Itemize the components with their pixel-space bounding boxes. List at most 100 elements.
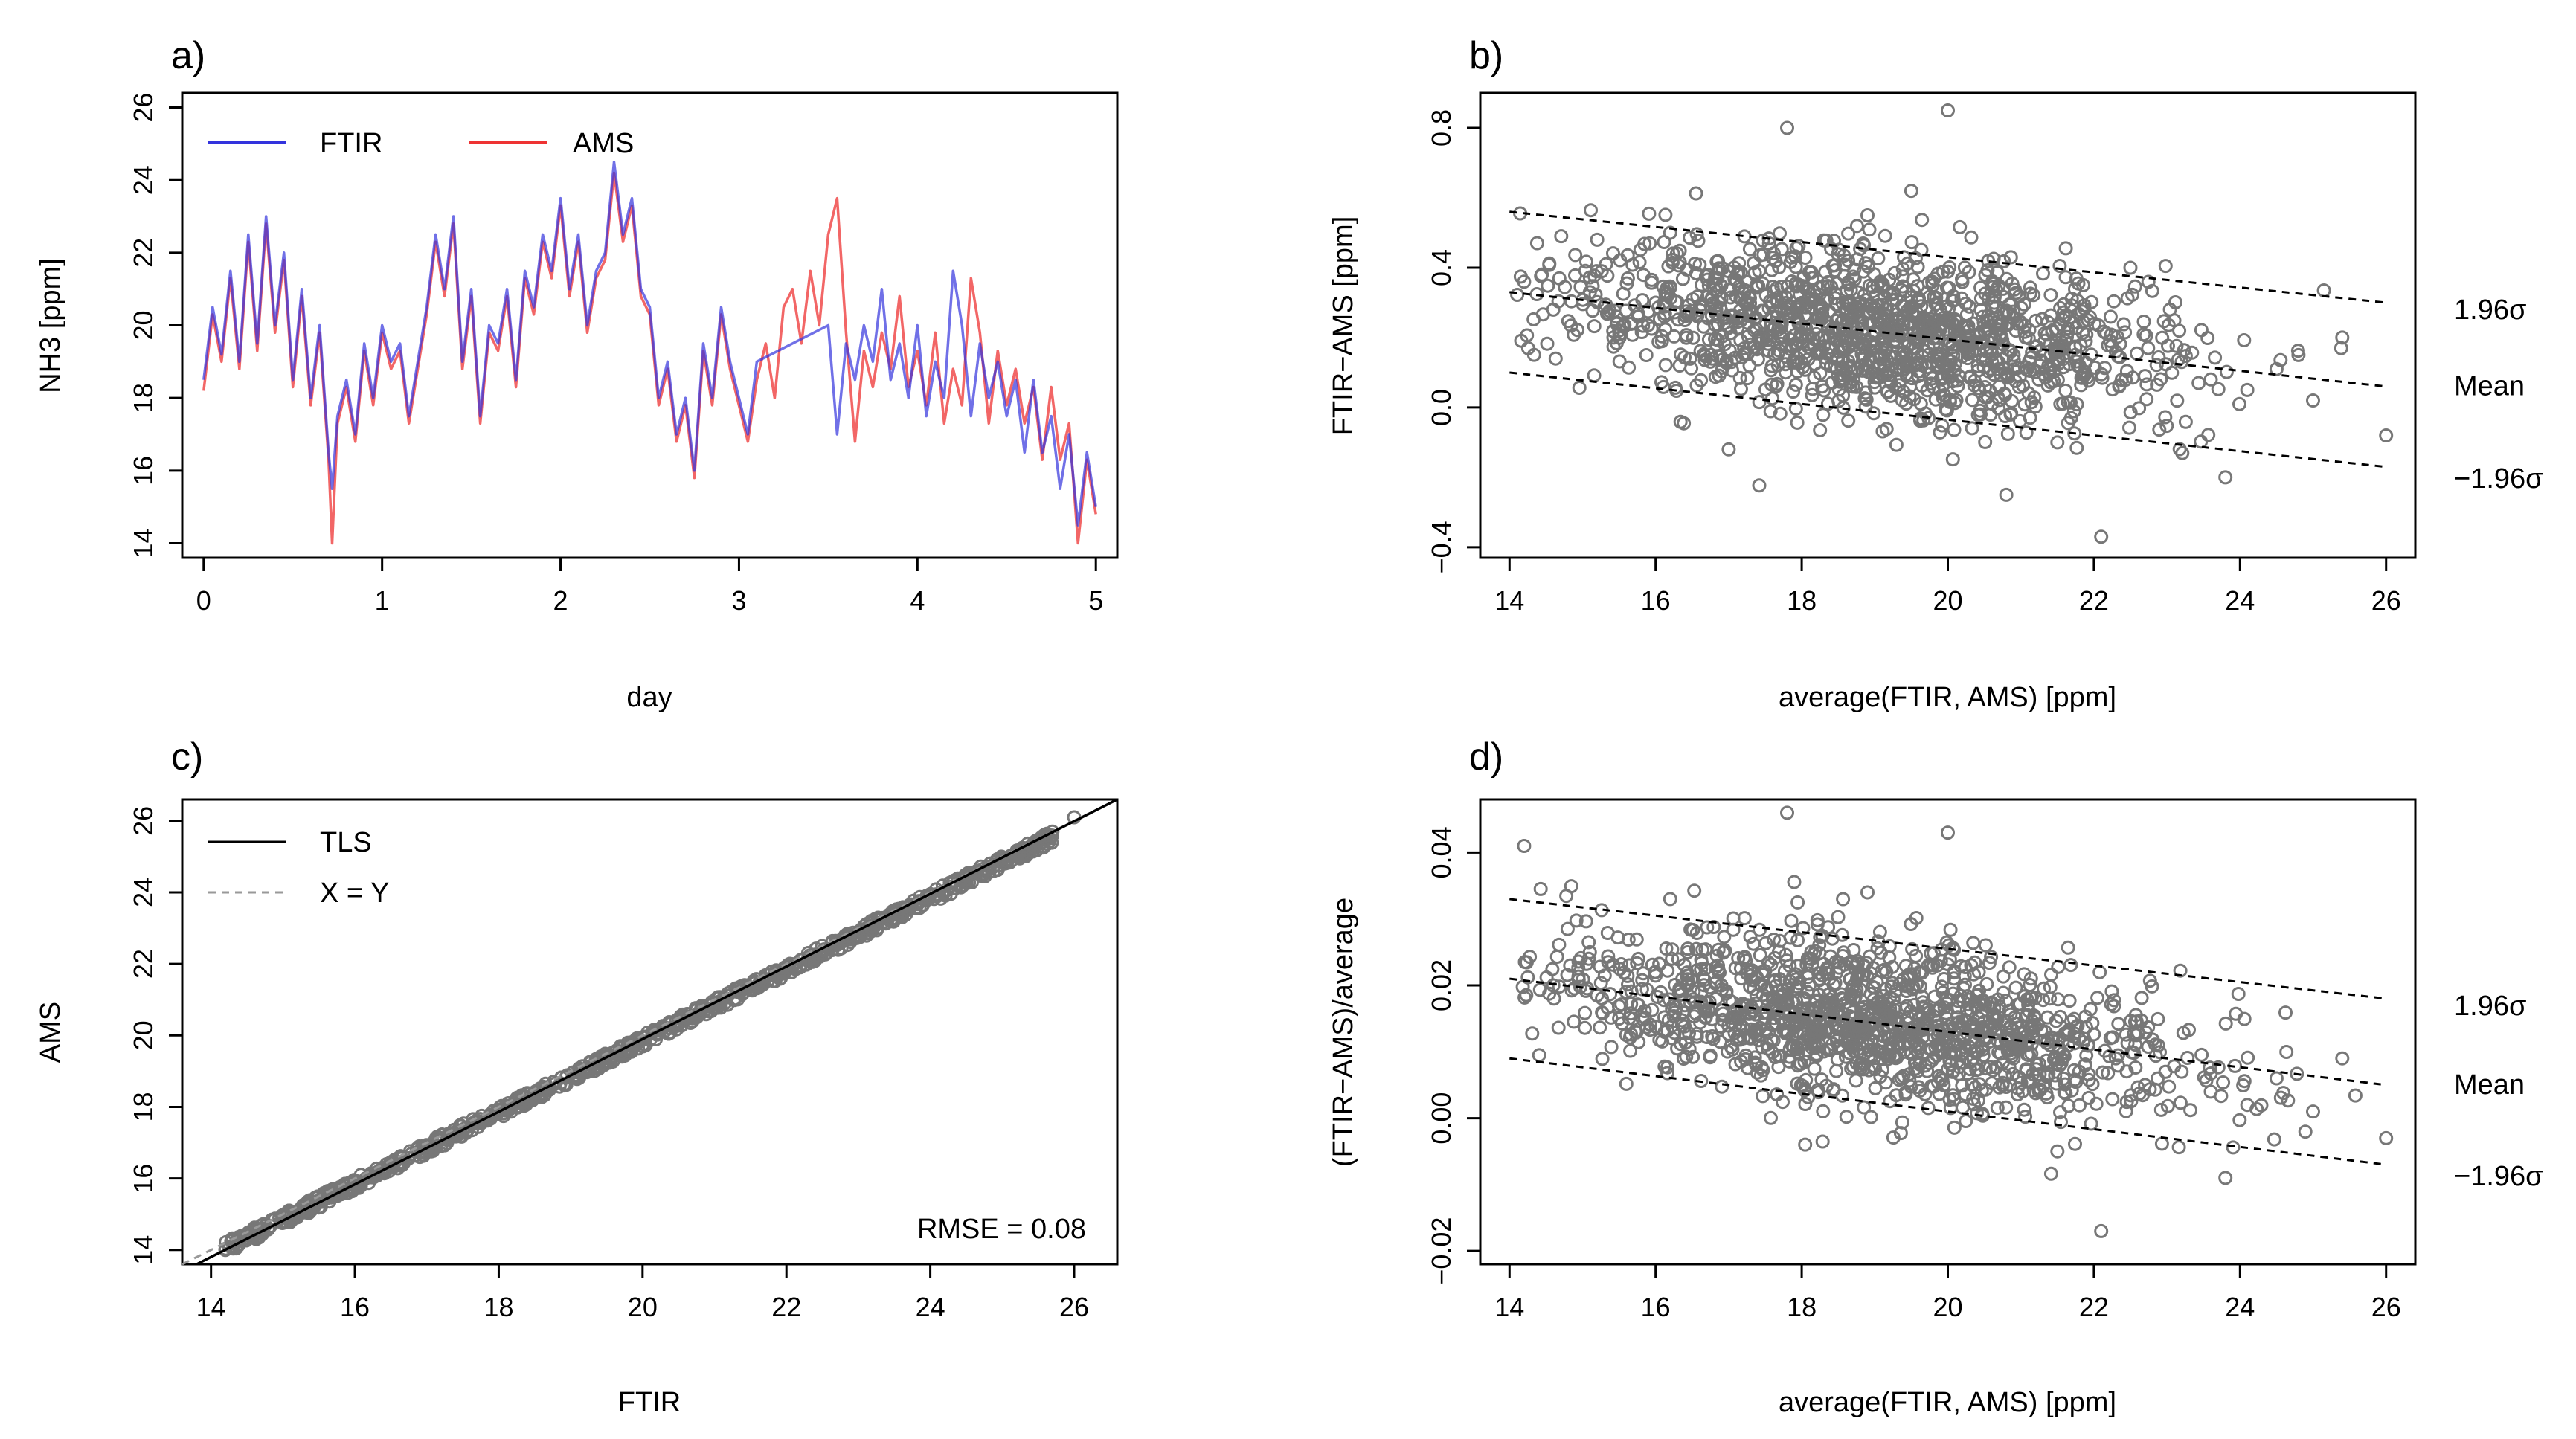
data-point xyxy=(1654,985,1668,999)
panel-c-plot-area xyxy=(181,798,1119,1266)
data-point xyxy=(1606,246,1620,261)
data-point xyxy=(2267,1132,2281,1147)
data-point xyxy=(2236,1078,2251,1092)
data-point xyxy=(1576,297,1590,312)
data-point xyxy=(2072,1064,2087,1079)
data-point xyxy=(2084,294,2099,309)
data-point xyxy=(2335,1051,2350,1066)
data-point xyxy=(2104,997,2119,1011)
data-point xyxy=(2043,288,2058,303)
data-point xyxy=(1859,956,1874,970)
data-point xyxy=(1715,1003,1729,1018)
data-point xyxy=(218,1243,233,1258)
data-point xyxy=(1724,290,1738,305)
data-point xyxy=(1542,257,1557,272)
data-point xyxy=(1567,327,1581,342)
data-point xyxy=(1517,955,1532,969)
data-point xyxy=(2152,422,2167,437)
data-point xyxy=(1941,938,1956,953)
data-point xyxy=(1959,337,1973,352)
data-point xyxy=(2043,991,2058,1006)
data-point xyxy=(1835,927,1849,942)
data-point xyxy=(1645,1002,1660,1017)
data-point xyxy=(1587,368,1602,383)
data-point xyxy=(1936,972,1951,986)
data-point xyxy=(1520,328,1535,343)
data-point xyxy=(2049,1014,2063,1028)
panel-a-label: a) xyxy=(171,34,205,77)
data-point xyxy=(1863,987,1878,1001)
panel-a-y-ticks: 14 16 18 20 22 24 26 xyxy=(128,93,182,558)
data-point xyxy=(1910,1044,1925,1059)
data-point xyxy=(1708,370,1723,384)
data-point xyxy=(1666,246,1680,261)
data-point xyxy=(1982,956,1997,970)
x-tick-label: 20 xyxy=(628,1292,658,1322)
data-point xyxy=(1710,265,1725,280)
x-tick-label: 26 xyxy=(2371,585,2401,616)
data-point xyxy=(2078,334,2093,349)
data-point xyxy=(1572,381,1587,395)
data-point xyxy=(2276,1086,2291,1101)
data-point xyxy=(1578,914,1593,929)
data-point xyxy=(1725,363,1739,378)
data-point xyxy=(1612,1011,1627,1026)
data-point xyxy=(2105,1092,2120,1107)
data-point xyxy=(1821,962,1836,976)
data-point xyxy=(1665,942,1680,957)
data-point xyxy=(2379,428,2394,442)
data-point xyxy=(1894,1071,1909,1085)
data-point xyxy=(1850,252,1865,267)
data-point xyxy=(1742,309,1757,323)
data-point xyxy=(1875,341,1889,355)
data-point xyxy=(2087,1027,2101,1042)
y-tick-label: 0.00 xyxy=(1426,1092,1456,1145)
data-point xyxy=(1851,1042,1866,1057)
data-point xyxy=(1956,1100,1970,1115)
data-point xyxy=(1726,911,1741,926)
data-point xyxy=(1701,332,1716,347)
data-point xyxy=(2037,981,2051,996)
data-point xyxy=(2335,330,2350,345)
data-point xyxy=(1747,982,1761,996)
data-point xyxy=(1843,1019,1858,1034)
data-point xyxy=(1532,982,1547,997)
data-point xyxy=(1988,1060,2003,1075)
data-point xyxy=(2269,1071,2284,1086)
data-point xyxy=(1742,242,1757,257)
data-point xyxy=(2269,361,2284,376)
data-point xyxy=(1660,1060,1674,1075)
x-tick-label: 16 xyxy=(340,1292,370,1322)
data-point xyxy=(1712,1034,1727,1049)
data-point xyxy=(2094,1223,2109,1238)
data-point xyxy=(1934,979,1949,994)
data-point xyxy=(1866,406,1881,421)
data-point xyxy=(2063,958,2078,973)
data-point xyxy=(1813,366,1828,381)
limit-line-label: Mean xyxy=(2454,1069,2525,1101)
data-point xyxy=(1669,246,1684,261)
data-point xyxy=(1911,316,1926,331)
data-point xyxy=(1889,437,1904,452)
data-point xyxy=(2165,365,2180,380)
data-point xyxy=(1774,242,1789,257)
data-point xyxy=(2237,333,2252,347)
data-point xyxy=(2008,980,2023,995)
data-point xyxy=(1764,957,1779,972)
data-point xyxy=(1801,1089,1816,1104)
data-point xyxy=(1831,910,1846,924)
data-point xyxy=(1756,1063,1770,1078)
data-point xyxy=(1642,206,1657,221)
data-point xyxy=(2128,1008,2143,1023)
data-point xyxy=(2103,1031,2118,1046)
data-point xyxy=(1931,1075,1945,1089)
data-point xyxy=(1726,922,1741,937)
data-point xyxy=(2026,1030,2040,1045)
data-point xyxy=(1790,298,1805,313)
data-point xyxy=(1780,991,1794,1006)
data-point xyxy=(1838,1049,1853,1064)
data-point xyxy=(1599,257,1613,271)
data-point xyxy=(1855,1026,1870,1040)
data-point xyxy=(1840,283,1854,298)
data-point xyxy=(2139,377,2154,392)
